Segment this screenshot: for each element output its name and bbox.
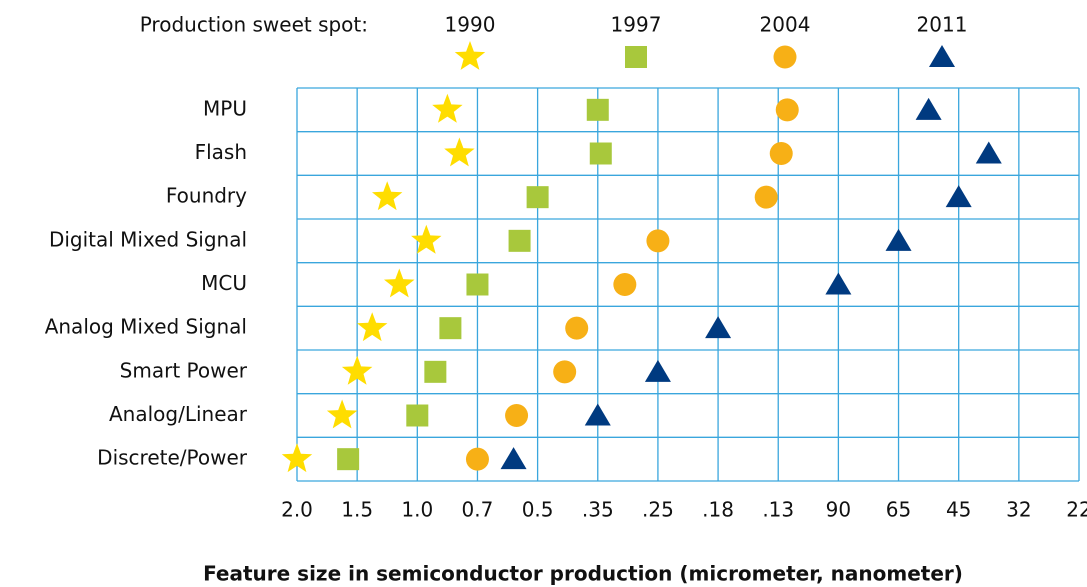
point — [444, 137, 475, 167]
x-tick-label: .35 — [582, 498, 614, 522]
point — [945, 185, 972, 208]
x-tick-label: 45 — [946, 498, 971, 522]
point — [432, 93, 463, 123]
point — [584, 403, 611, 426]
point — [553, 360, 577, 384]
y-tick-label: MPU — [203, 96, 247, 120]
legend-marker — [773, 45, 797, 69]
point — [341, 355, 373, 385]
x-tick-label: .18 — [702, 498, 734, 522]
point — [613, 273, 637, 296]
x-axis-label: Feature size in semiconductor production… — [203, 562, 963, 586]
x-tick-label: 22 — [1066, 498, 1087, 522]
legend-label: 1997 — [611, 13, 662, 37]
legend-marker — [929, 45, 955, 67]
point — [646, 229, 670, 253]
y-tick-label: Analog/Linear — [109, 402, 248, 426]
point — [384, 268, 415, 298]
point — [500, 447, 527, 470]
point — [411, 224, 442, 254]
point — [465, 447, 489, 471]
point — [526, 186, 549, 209]
x-tick-label: 2.0 — [281, 498, 313, 522]
point — [754, 185, 778, 209]
x-tick-label: .13 — [762, 498, 794, 522]
point — [505, 404, 529, 427]
x-tick-label: 32 — [1006, 498, 1031, 522]
point — [357, 312, 388, 342]
x-tick-label: 1.0 — [401, 498, 433, 522]
point — [406, 404, 429, 427]
point — [589, 142, 612, 165]
legend-title: Production sweet spot: — [140, 13, 368, 37]
x-tick-label: 0.7 — [462, 498, 494, 522]
y-tick-label: Discrete/Power — [97, 446, 248, 470]
point — [466, 273, 489, 296]
point — [885, 228, 912, 251]
y-tick-label: MCU — [201, 271, 247, 295]
point — [775, 98, 799, 122]
point — [769, 142, 793, 165]
point — [644, 359, 671, 382]
x-tick-label: 1.5 — [341, 498, 373, 522]
point — [825, 272, 852, 295]
point — [372, 181, 403, 211]
legend-label: 2011 — [917, 13, 968, 37]
x-tick-label: .25 — [642, 498, 674, 522]
point — [508, 229, 531, 252]
point — [565, 316, 589, 340]
point — [915, 97, 942, 120]
y-tick-label: Flash — [195, 140, 247, 164]
x-tick-label: 65 — [886, 498, 911, 522]
x-tick-label: 90 — [826, 498, 851, 522]
y-tick-label: Foundry — [166, 184, 247, 208]
point — [705, 316, 732, 339]
point — [281, 443, 313, 473]
x-tick-label: 0.5 — [522, 498, 554, 522]
legend-marker — [454, 41, 486, 70]
point — [424, 360, 447, 383]
y-tick-label: Analog Mixed Signal — [45, 315, 247, 339]
legend-marker — [625, 46, 647, 68]
point — [337, 448, 360, 471]
point — [326, 399, 358, 429]
y-tick-label: Digital Mixed Signal — [49, 227, 247, 251]
legend-label: 2004 — [760, 13, 811, 37]
y-tick-label: Smart Power — [120, 358, 248, 382]
point — [439, 317, 462, 340]
legend-label: 1990 — [445, 13, 496, 37]
point — [586, 98, 609, 121]
point — [975, 141, 1002, 164]
